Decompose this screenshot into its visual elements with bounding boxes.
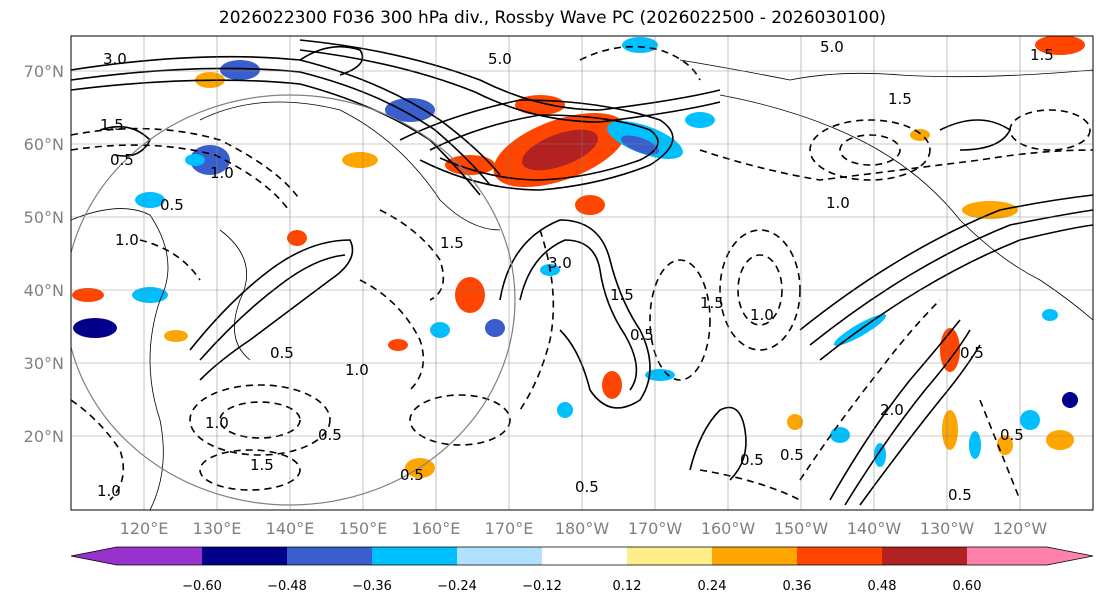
- contour-label: 0.5: [960, 344, 984, 362]
- contour-label: 0.5: [110, 151, 134, 169]
- contour-label: 0.5: [948, 486, 972, 504]
- contour-label: 0.5: [630, 326, 654, 344]
- lat-label-20n: 20°N: [24, 427, 64, 446]
- colorbar-tick-label: −0.12: [522, 579, 562, 594]
- lon-label: 130°E: [193, 519, 242, 538]
- colorbar-left-extend: [71, 547, 117, 565]
- colorbar-ticks: −0.60 −0.48 −0.36 −0.24 −0.12 0.12 0.24 …: [182, 579, 981, 594]
- colorbar-segment: [882, 547, 967, 565]
- divergence-positive-shading: [72, 36, 1085, 478]
- contour-label: 0.5: [575, 478, 599, 496]
- contours-solid: [71, 39, 1093, 506]
- lon-label: 170°E: [485, 519, 534, 538]
- colorbar-segment: [117, 547, 202, 565]
- contour-label: 0.5: [1000, 426, 1024, 444]
- lon-label: 180°W: [555, 519, 610, 538]
- contour-label: 0.5: [780, 446, 804, 464]
- lon-label: 160°W: [701, 519, 756, 538]
- contour-label: 1.0: [210, 164, 234, 182]
- colorbar-tick-label: −0.36: [352, 579, 392, 594]
- colorbar-segment: [542, 547, 627, 565]
- colorbar-segment: [372, 547, 457, 565]
- colorbar-segment: [287, 547, 372, 565]
- lat-label-30n: 30°N: [24, 354, 64, 373]
- contour-label: 1.5: [610, 286, 634, 304]
- contour-label: 5.0: [488, 50, 512, 68]
- colorbar-segment: [967, 547, 1047, 565]
- colorbar-tick-label: 0.24: [698, 579, 727, 594]
- longitude-axis: 120°E 130°E 140°E 150°E 160°E 170°E 180°…: [120, 519, 1048, 538]
- map-frame: [70, 35, 1094, 511]
- lon-label: 150°E: [339, 519, 388, 538]
- colorbar-segment: [457, 547, 542, 565]
- lon-label: 140°W: [847, 519, 902, 538]
- lon-label: 140°E: [266, 519, 315, 538]
- lon-label: 130°W: [920, 519, 975, 538]
- contour-label: 1.5: [1030, 46, 1054, 64]
- colorbar-right-extend: [1047, 547, 1093, 565]
- contour-label: 1.0: [115, 231, 139, 249]
- contour-label: 1.5: [888, 90, 912, 108]
- contour-label: 0.5: [400, 466, 424, 484]
- contour-label: 1.5: [440, 234, 464, 252]
- lat-label-50n: 50°N: [24, 208, 64, 227]
- colorbar-segment: [712, 547, 797, 565]
- contour-label: 3.0: [103, 50, 127, 68]
- lat-label-40n: 40°N: [24, 281, 64, 300]
- colorbar: −0.60 −0.48 −0.36 −0.24 −0.12 0.12 0.24 …: [70, 546, 1094, 594]
- coastlines: [71, 59, 1093, 510]
- contour-label: 1.0: [205, 414, 229, 432]
- colorbar-tick-label: 0.60: [953, 579, 982, 594]
- latitude-axis: 70°N 60°N 50°N 40°N 30°N 20°N: [24, 62, 64, 446]
- contour-label: 1.0: [345, 361, 369, 379]
- contour-label: 2.0: [880, 401, 904, 419]
- contour-label: 1.5: [700, 294, 724, 312]
- contour-labels: 3.0 5.0 5.0 1.5 1.5 0.5 1.0 1.0 3.0 1.5 …: [97, 38, 1054, 504]
- lon-label: 120°W: [993, 519, 1048, 538]
- contour-label: 1.0: [826, 194, 850, 212]
- lon-label: 150°W: [774, 519, 829, 538]
- colorbar-segment: [797, 547, 882, 565]
- colorbar-tick-label: −0.48: [267, 579, 307, 594]
- lat-label-70n: 70°N: [24, 62, 64, 81]
- lon-label: 160°E: [412, 519, 461, 538]
- colorbar-tick-label: 0.48: [868, 579, 897, 594]
- colorbar-tick-label: 0.12: [613, 579, 642, 594]
- contour-label: 1.0: [750, 306, 774, 324]
- lat-label-60n: 60°N: [24, 135, 64, 154]
- colorbar-tick-label: −0.24: [437, 579, 477, 594]
- contour-label: 0.5: [318, 426, 342, 444]
- divergence-negative-shading: [73, 37, 1078, 467]
- contour-label: 0.5: [270, 344, 294, 362]
- colorbar-tick-label: 0.36: [783, 579, 812, 594]
- colorbar-segment: [202, 547, 287, 565]
- contour-label: 1.0: [97, 482, 121, 500]
- colorbar-tick-label: −0.60: [182, 579, 222, 594]
- contour-label: 1.5: [250, 456, 274, 474]
- lon-label: 170°W: [628, 519, 683, 538]
- colorbar-segment: [627, 547, 712, 565]
- range-circle: [71, 94, 516, 506]
- contour-label: 1.5: [100, 116, 124, 134]
- lon-label: 120°E: [120, 519, 169, 538]
- contour-label: 5.0: [820, 38, 844, 56]
- plot-title: 2026022300 F036 300 hPa div., Rossby Wav…: [218, 8, 887, 28]
- contour-label: 0.5: [740, 451, 764, 469]
- lat-lon-grid: [71, 36, 1093, 510]
- contour-label: 3.0: [548, 254, 572, 272]
- contour-label: 0.5: [160, 196, 184, 214]
